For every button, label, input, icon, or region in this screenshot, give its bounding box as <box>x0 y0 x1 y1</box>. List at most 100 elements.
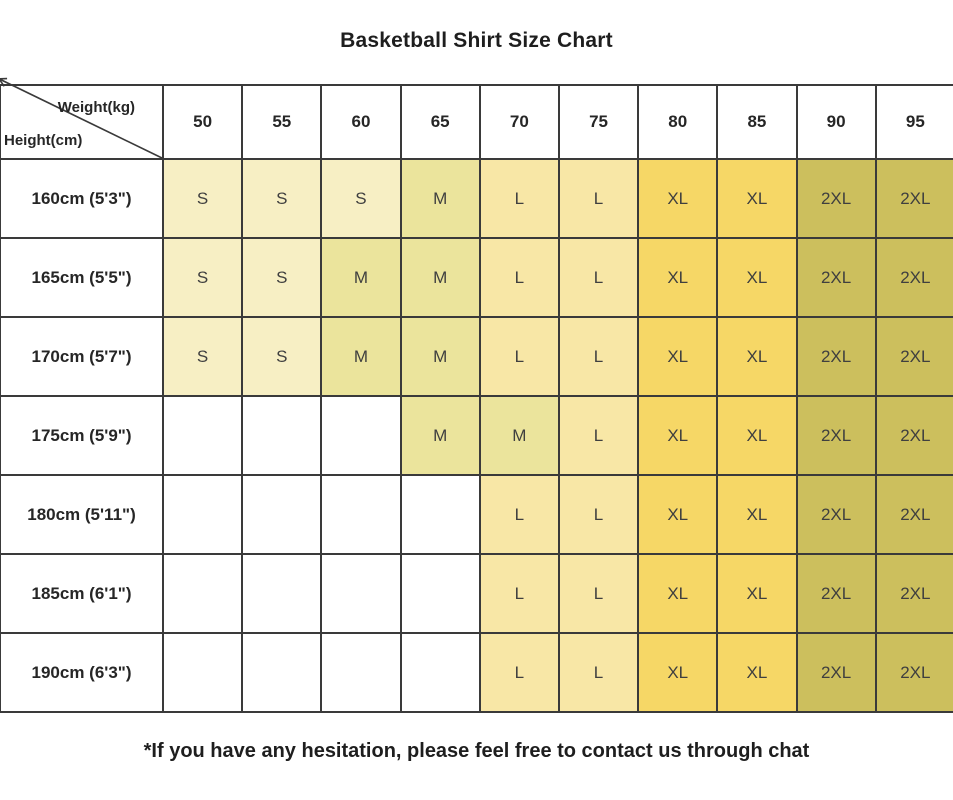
weight-header-cell: 55 <box>241 84 323 160</box>
height-row-header: 170cm (5'7") <box>0 316 164 397</box>
table-row: 165cm (5'5") S S M M L L XL XL 2XL 2XL <box>0 237 953 318</box>
table-row: 175cm (5'9") M M L XL XL 2XL 2XL <box>0 395 953 476</box>
weight-axis-label: Weight(kg) <box>57 99 135 116</box>
height-axis-label: Height(cm) <box>4 132 83 149</box>
size-cell: S <box>320 158 402 239</box>
page-title: Basketball Shirt Size Chart <box>340 29 613 52</box>
size-cell: XL <box>716 395 798 476</box>
height-row-header: 190cm (6'3") <box>0 632 164 713</box>
size-cell: L <box>478 632 560 713</box>
size-cell-empty <box>399 474 481 555</box>
size-cell-empty <box>241 474 323 555</box>
size-cell-empty <box>161 632 244 713</box>
size-cell: M <box>399 158 481 239</box>
size-cell: M <box>399 395 481 476</box>
size-cell: L <box>478 474 560 555</box>
size-cell: L <box>557 553 640 634</box>
size-cell: 2XL <box>874 474 953 555</box>
weight-header-cell: 90 <box>795 84 877 160</box>
size-cell: L <box>557 474 640 555</box>
size-cell: L <box>557 632 640 713</box>
size-cell: XL <box>637 158 719 239</box>
size-cell-empty <box>320 395 402 476</box>
size-cell: M <box>320 237 402 318</box>
size-cell: L <box>478 237 560 318</box>
size-cell: 2XL <box>874 237 953 318</box>
size-cell: XL <box>637 316 719 397</box>
weight-header-cell: 70 <box>478 84 560 160</box>
size-cell: L <box>478 553 560 634</box>
weight-header-row: Weight(kg) Height(cm) 50 55 60 65 70 75 80 85 90… <box>0 77 953 160</box>
size-cell: M <box>399 237 481 318</box>
weight-header-cell: 60 <box>320 84 402 160</box>
size-cell: 2XL <box>795 553 877 634</box>
size-cell: 2XL <box>795 158 877 239</box>
footer-note: *If you have any hesitation, please feel… <box>143 740 810 762</box>
size-cell: 2XL <box>795 474 877 555</box>
size-chart-page: Basketball Shirt Size Chart Weight(kg) H… <box>0 29 953 800</box>
size-cell-empty <box>161 395 244 476</box>
height-row-header: 165cm (5'5") <box>0 237 164 318</box>
size-cell-empty <box>161 474 244 555</box>
size-cell: S <box>161 237 244 318</box>
size-cell: S <box>241 158 323 239</box>
table-row: 170cm (5'7") S S M M L L XL XL 2XL 2XL <box>0 316 953 397</box>
size-cell: XL <box>637 632 719 713</box>
size-cell-empty <box>241 632 323 713</box>
size-cell: 2XL <box>874 553 953 634</box>
size-cell: 2XL <box>874 158 953 239</box>
size-cell: L <box>557 237 640 318</box>
weight-header-cell: 95 <box>874 84 953 160</box>
size-chart-table: Weight(kg) Height(cm) 50 55 60 65 70 75 80 85 90… <box>0 77 953 713</box>
weight-header-cell: 50 <box>161 84 244 160</box>
size-cell: M <box>478 395 560 476</box>
size-cell: 2XL <box>874 316 953 397</box>
size-cell: XL <box>716 158 798 239</box>
size-cell: 2XL <box>795 237 877 318</box>
size-cell: 2XL <box>874 632 953 713</box>
weight-header-cell: 85 <box>716 84 798 160</box>
size-cell: 2XL <box>795 316 877 397</box>
table-row: 185cm (6'1") L L XL XL 2XL 2XL <box>0 553 953 634</box>
size-cell: 2XL <box>795 395 877 476</box>
size-cell: XL <box>716 316 798 397</box>
size-cell: S <box>241 316 323 397</box>
size-cell: L <box>557 395 640 476</box>
size-cell: XL <box>716 474 798 555</box>
size-cell: S <box>241 237 323 318</box>
weight-header-cell: 65 <box>399 84 481 160</box>
size-cell: XL <box>716 553 798 634</box>
size-cell: XL <box>637 474 719 555</box>
size-cell: XL <box>637 553 719 634</box>
size-cell-empty <box>399 632 481 713</box>
diagonal-divider-arrow <box>0 77 163 159</box>
size-cell: S <box>161 316 244 397</box>
size-cell: L <box>557 158 640 239</box>
height-row-header: 160cm (5'3") <box>0 158 164 239</box>
size-cell: XL <box>637 395 719 476</box>
height-row-header: 180cm (5'11") <box>0 474 164 555</box>
size-cell: 2XL <box>874 395 953 476</box>
size-chart-body: 160cm (5'3") S S S M L L XL XL 2XL 2XL 165cm (5'5")… <box>0 158 953 713</box>
height-row-header: 175cm (5'9") <box>0 395 164 476</box>
corner-header-cell: Weight(kg) Height(cm) <box>0 77 164 160</box>
height-row-header: 185cm (6'1") <box>0 553 164 634</box>
size-cell: 2XL <box>795 632 877 713</box>
size-cell: XL <box>716 237 798 318</box>
table-row: 190cm (6'3") L L XL XL 2XL 2XL <box>0 632 953 713</box>
size-cell-empty <box>399 553 481 634</box>
size-cell: L <box>557 316 640 397</box>
size-cell: XL <box>716 632 798 713</box>
size-cell: M <box>320 316 402 397</box>
size-cell: M <box>399 316 481 397</box>
size-cell-empty <box>241 395 323 476</box>
size-cell-empty <box>241 553 323 634</box>
size-cell: XL <box>637 237 719 318</box>
weight-header-cell: 75 <box>557 84 640 160</box>
size-cell-empty <box>320 632 402 713</box>
size-cell-empty <box>320 474 402 555</box>
size-cell: S <box>161 158 244 239</box>
size-cell: L <box>478 316 560 397</box>
size-cell: L <box>478 158 560 239</box>
size-cell-empty <box>161 553 244 634</box>
